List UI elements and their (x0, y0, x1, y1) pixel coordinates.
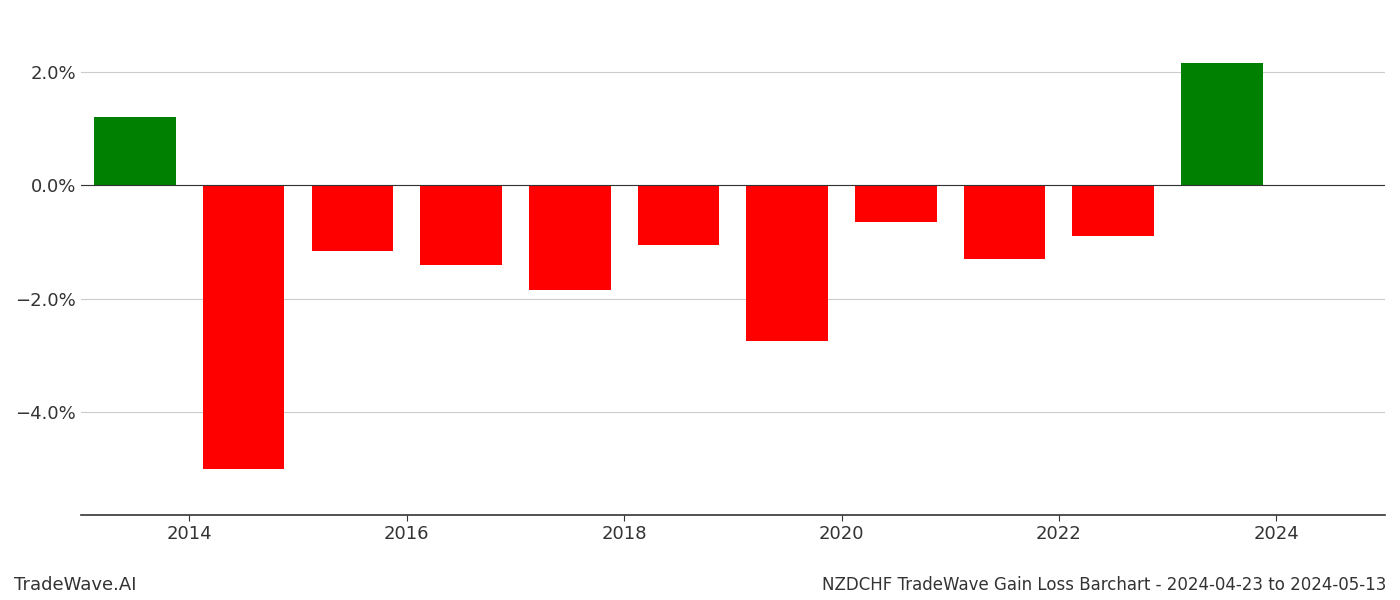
Bar (963, 185, 1046, 259)
Bar (203, 185, 284, 469)
Bar (94, 117, 176, 185)
Text: NZDCHF TradeWave Gain Loss Barchart - 2024-04-23 to 2024-05-13: NZDCHF TradeWave Gain Loss Barchart - 20… (822, 576, 1386, 594)
Bar (855, 185, 937, 222)
Bar (1072, 185, 1154, 236)
Bar (746, 185, 827, 341)
Bar (1182, 63, 1263, 185)
Text: TradeWave.AI: TradeWave.AI (14, 576, 137, 594)
Bar (420, 185, 501, 265)
Bar (529, 185, 610, 290)
Bar (312, 185, 393, 251)
Bar (637, 185, 720, 245)
